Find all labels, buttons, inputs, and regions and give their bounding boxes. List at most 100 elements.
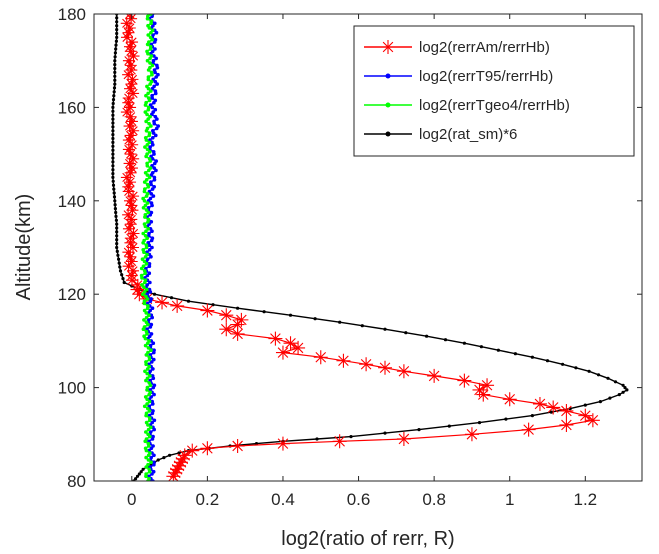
data-point-1-141 [151,341,156,346]
data-point-0-99 [177,448,192,463]
data-point-2-178 [146,427,151,432]
data-point-1-97 [149,238,154,243]
data-point-3-12 [113,59,117,63]
data-point-0-82 [472,382,487,397]
data-point-1-62 [150,157,155,161]
data-point-2-52 [147,133,152,138]
data-point-2-194 [144,465,148,469]
data-point-1-49 [155,126,159,131]
data-point-2-61 [144,154,148,159]
data-point-1-123 [148,299,153,304]
data-point-0-31 [127,152,140,165]
data-point-1-104 [149,254,153,259]
data-point-2-109 [139,266,144,271]
data-point-1-19 [154,56,158,61]
data-point-2-168 [142,404,147,409]
data-point-2-104 [143,254,148,259]
data-point-0-70 [268,331,283,346]
data-point-1-167 [151,402,155,406]
series-0 [120,14,600,481]
data-point-0-93 [396,431,411,446]
data-point-1-163 [152,392,156,397]
data-point-3-98 [613,380,618,384]
data-point-0-68 [219,322,234,337]
data-point-3-92 [545,359,550,363]
data-point-3-69 [122,280,126,285]
data-point-1-112 [145,273,150,278]
data-point-3-58 [115,238,119,242]
data-point-0-39 [127,190,140,203]
data-point-0-77 [378,360,393,375]
data-point-0-87 [559,403,574,418]
data-point-1-186 [149,446,154,451]
data-point-2-58 [145,147,150,152]
data-point-1-100 [150,245,154,250]
data-point-1-60 [152,152,156,156]
data-point-1-178 [152,427,156,432]
data-point-2-152 [145,367,150,371]
data-point-2-41 [146,107,151,112]
data-point-0-46 [122,222,135,235]
data-point-0-25 [127,124,140,137]
data-point-2-115 [143,280,147,285]
data-point-3-29 [111,125,115,129]
data-point-0-20 [124,101,137,114]
data-point-2-113 [140,276,144,280]
data-point-2-85 [146,210,151,215]
x-tick-label-2: 0.4 [271,490,295,509]
data-point-1-101 [147,248,152,252]
data-point-2-106 [142,259,147,264]
data-point-0-21 [120,106,133,119]
legend-swatch-marker-1 [385,73,391,79]
data-point-1-78 [151,194,156,198]
data-point-2-21 [148,61,152,65]
data-point-0-74 [313,350,328,365]
data-point-2-81 [145,201,150,205]
data-point-3-91 [530,355,535,359]
data-point-3-84 [404,331,408,335]
data-point-0-100 [175,451,190,466]
data-point-1-38 [152,100,156,105]
series-2 [139,14,155,481]
data-point-3-75 [186,299,191,303]
data-point-3-85 [425,334,429,338]
series-layer [111,14,629,481]
data-point-2-196 [147,469,152,474]
legend-entry-3: log2(rat_sm)*6 [364,126,517,143]
data-point-1-47 [152,121,157,126]
data-point-3-114 [383,431,387,435]
data-point-1-30 [155,82,159,86]
data-point-1-130 [150,315,154,320]
data-point-2-191 [146,458,151,462]
data-point-0-45 [124,218,137,231]
data-point-0-104 [168,465,183,480]
legend-label-2: log2(rerrTgeo4/rerrHb) [419,97,570,114]
data-point-1-93 [150,229,154,233]
data-point-3-5 [115,31,119,36]
data-point-3-97 [606,376,610,380]
data-point-3-41 [111,172,115,176]
data-point-0-81 [480,378,495,393]
data-point-0-55 [127,264,140,277]
data-point-2-26 [150,72,154,77]
data-point-3-109 [530,414,535,418]
data-point-3-46 [112,191,116,195]
data-point-3-87 [462,341,466,345]
data-point-0-42 [126,204,139,217]
data-point-3-125 [156,458,160,462]
data-point-2-2 [145,16,150,21]
data-point-3-115 [349,435,353,439]
data-point-2-150 [144,362,148,367]
data-point-2-190 [144,455,148,460]
data-point-0-50 [126,241,139,254]
data-point-0-84 [502,392,517,407]
data-point-0-101 [173,455,188,470]
data-point-0-33 [125,162,138,175]
data-point-2-43 [145,112,149,117]
data-point-0-9 [127,50,140,63]
data-point-2-89 [146,220,150,224]
data-point-2-135 [141,327,146,332]
data-point-0-88 [578,408,593,423]
data-point-3-31 [111,133,115,137]
x-tick-label-4: 0.8 [422,490,446,509]
